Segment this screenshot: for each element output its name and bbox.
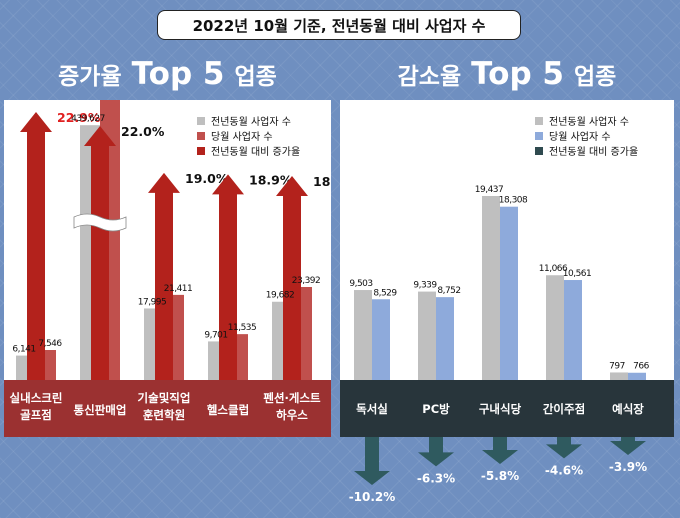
bar-current-4 xyxy=(628,372,646,380)
category-label-3: 헬스클럽 xyxy=(207,403,249,417)
rate-label-0: -10.2% xyxy=(349,490,396,504)
value-label-prev-1: 439,627 xyxy=(71,114,105,124)
legend-label-rate: 전년동월 대비 증가율 xyxy=(549,147,639,158)
rate-label-1: 22.0% xyxy=(121,124,165,139)
rate-arrow-0 xyxy=(20,112,52,380)
category-label-1: 통신판매업 xyxy=(74,403,127,417)
value-label-prev-4: 797 xyxy=(609,361,625,371)
value-label-prev-0: 6,141 xyxy=(12,345,35,355)
rate-label-2: -5.8% xyxy=(481,469,519,483)
left-heading-prefix: 증가율 xyxy=(58,64,122,90)
bar-prev-1 xyxy=(418,291,436,380)
chart-title: 2022년 10월 기준, 전년동월 대비 사업자 수 xyxy=(157,10,521,40)
legend-swatch-prev xyxy=(535,116,543,125)
category-band xyxy=(4,380,331,437)
decrease-chart-panel: 전년동월 사업자 수 당월 사업자 수 전년동월 대비 증가율 9,503 8,5… xyxy=(340,100,674,437)
value-label-current-4: 766 xyxy=(633,362,649,372)
value-label-current-1: 8,752 xyxy=(437,286,460,296)
category-label-4-line-1: 하우스 xyxy=(276,408,308,422)
value-label-current-4: 23,392 xyxy=(292,276,321,286)
bar-current-1 xyxy=(436,297,454,380)
bar-prev-4 xyxy=(610,372,628,380)
bar-current-0 xyxy=(372,299,390,380)
value-label-current-2: 21,411 xyxy=(164,284,193,294)
right-heading-prefix: 감소율 xyxy=(397,64,462,90)
category-label-1: PC방 xyxy=(422,402,450,416)
legend-swatch-rate xyxy=(197,146,205,155)
category-label-3: 간이주점 xyxy=(543,402,585,416)
bar-current-3 xyxy=(564,280,582,380)
category-band xyxy=(340,380,674,437)
category-label-2-line-0: 기술및직업 xyxy=(138,391,191,405)
legend-item-rate: 전년동월 대비 증가율 xyxy=(197,143,300,158)
value-label-current-2: 18,308 xyxy=(499,196,528,206)
left-heading-emphasis: Top 5 xyxy=(131,56,225,92)
legend-swatch-current xyxy=(535,131,543,140)
value-label-prev-1: 9,339 xyxy=(413,281,437,291)
increase-chart-panel: 전년동월 사업자 수 당월 사업자 수 전년동월 대비 증가율 22.9% 6,1… xyxy=(4,100,331,437)
legend-label-prev: 전년동월 사업자 수 xyxy=(211,117,291,128)
bar-prev-2 xyxy=(482,196,500,380)
rate-label-3: 18.9% xyxy=(249,172,293,187)
left-heading-suffix: 업종 xyxy=(234,64,277,90)
rate-arrow-3 xyxy=(546,437,582,459)
right-section-heading: 감소율 Top 5 업종 xyxy=(340,52,674,96)
value-label-current-3: 11,535 xyxy=(228,323,257,333)
rate-arrow-2 xyxy=(482,437,518,465)
rate-label-4: -3.9% xyxy=(609,460,647,474)
value-label-prev-2: 19,437 xyxy=(475,185,504,195)
legend-item-current: 당월 사업자 수 xyxy=(535,128,638,143)
bar-prev-0 xyxy=(354,290,372,380)
category-label-2-line-1: 훈련학원 xyxy=(143,408,185,422)
legend-swatch-prev xyxy=(197,116,205,125)
legend-label-current: 당월 사업자 수 xyxy=(549,132,611,143)
value-label-current-0: 7,546 xyxy=(38,339,62,349)
legend-item-prev: 전년동월 사업자 수 xyxy=(197,113,300,128)
rate-label-0: 22.9% xyxy=(57,110,101,125)
legend-swatch-current xyxy=(197,131,205,140)
legend-item-prev: 전년동월 사업자 수 xyxy=(535,113,638,128)
value-label-prev-3: 9,701 xyxy=(204,330,227,340)
decrease-legend: 전년동월 사업자 수 당월 사업자 수 전년동월 대비 증가율 xyxy=(535,113,638,158)
value-label-current-0: 8,529 xyxy=(373,288,397,298)
value-label-prev-2: 17,995 xyxy=(138,297,167,307)
rate-arrow-1 xyxy=(84,126,116,380)
rate-label-4: 18.8% xyxy=(313,174,331,189)
legend-swatch-rate xyxy=(535,146,543,155)
rate-label-2: 19.0% xyxy=(185,171,229,186)
rate-arrow-0 xyxy=(354,437,390,485)
increase-legend: 전년동월 사업자 수 당월 사업자 수 전년동월 대비 증가율 xyxy=(197,113,300,158)
bar-prev-3 xyxy=(546,275,564,380)
category-label-0: 독서실 xyxy=(356,402,388,416)
value-label-prev-4: 19,682 xyxy=(266,291,295,301)
legend-label-prev: 전년동월 사업자 수 xyxy=(549,117,629,128)
rate-arrow-1 xyxy=(418,437,454,467)
legend-label-rate: 전년동월 대비 증가율 xyxy=(211,147,301,158)
right-heading-suffix: 업종 xyxy=(574,64,617,90)
left-section-heading: 증가율 Top 5 업종 xyxy=(4,52,331,96)
category-label-4-line-0: 펜션·게스트 xyxy=(263,391,321,405)
category-label-4: 예식장 xyxy=(612,402,644,416)
category-label-2: 구내식당 xyxy=(479,402,522,416)
value-label-current-3: 10,561 xyxy=(563,269,592,279)
legend-item-current: 당월 사업자 수 xyxy=(197,128,300,143)
rate-arrow-3 xyxy=(212,174,244,380)
increase-chart-svg: 22.9%6,1417,546실내스크린골프점22.0%439,627536,4… xyxy=(4,100,331,437)
legend-item-rate: 전년동월 대비 증가율 xyxy=(535,143,638,158)
bar-current-2 xyxy=(500,206,518,380)
rate-arrow-4 xyxy=(610,437,646,455)
rate-arrow-4 xyxy=(276,175,308,380)
right-heading-emphasis: Top 5 xyxy=(471,56,565,92)
rate-arrow-2 xyxy=(148,172,180,380)
axis-break-marker xyxy=(73,213,127,232)
value-label-prev-0: 9,503 xyxy=(349,279,372,289)
category-label-0-line-0: 실내스크린 xyxy=(10,391,63,405)
rate-label-1: -6.3% xyxy=(417,471,455,485)
rate-label-3: -4.6% xyxy=(545,463,583,477)
value-label-prev-3: 11,066 xyxy=(539,264,568,274)
category-label-0-line-1: 골프점 xyxy=(20,408,52,422)
legend-label-current: 당월 사업자 수 xyxy=(211,132,273,143)
